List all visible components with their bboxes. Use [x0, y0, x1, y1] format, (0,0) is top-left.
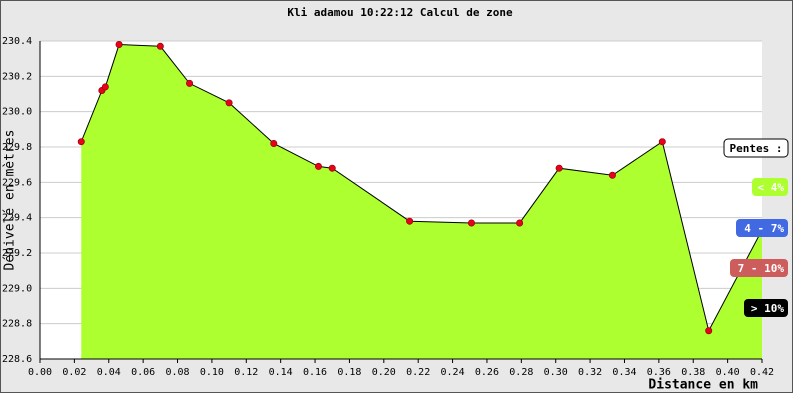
- x-tick-label: 0.24: [441, 367, 465, 378]
- y-tick-label: 230.4: [2, 36, 32, 47]
- x-tick-label: 0.18: [337, 367, 361, 378]
- x-tick-label: 0.42: [750, 367, 774, 378]
- y-tick-label: 230.2: [2, 71, 32, 82]
- y-tick-label: 228.6: [2, 354, 32, 365]
- x-tick-label: 0.36: [647, 367, 671, 378]
- y-tick-label: 229.0: [2, 283, 32, 294]
- marker: [270, 139, 278, 147]
- x-tick-label: 0.10: [200, 367, 224, 378]
- marker: [705, 327, 713, 335]
- chart-title: Kli adamou 10:22:12 Calcul de zone: [287, 6, 513, 19]
- y-tick-label: 229.2: [2, 248, 32, 259]
- marker: [314, 162, 322, 170]
- x-tick-label: 0.32: [578, 367, 602, 378]
- y-tick-label: 229.8: [2, 142, 32, 153]
- legend-swatch: [736, 219, 788, 237]
- legend-title: Pentes :: [730, 142, 783, 155]
- x-tick-label: 0.40: [716, 367, 740, 378]
- legend-title-box: [723, 138, 789, 158]
- x-tick-label: 0.22: [406, 367, 430, 378]
- marker: [328, 164, 336, 172]
- legend-label: > 10%: [751, 302, 784, 315]
- marker: [156, 42, 164, 50]
- x-tick-label: 0.06: [131, 367, 155, 378]
- x-tick-label: 0.30: [544, 367, 568, 378]
- x-tick-label: 0.14: [269, 367, 293, 378]
- marker: [608, 171, 616, 179]
- legend-label: < 4%: [758, 181, 785, 194]
- x-tick-label: 0.16: [303, 367, 327, 378]
- y-tick-label: 230.0: [2, 107, 32, 118]
- x-tick-label: 0.28: [509, 367, 533, 378]
- legend-swatch: [752, 178, 788, 196]
- x-axis-label: Distance en km: [648, 378, 758, 393]
- x-tick-label: 0.08: [165, 367, 189, 378]
- marker: [467, 219, 475, 227]
- marker: [658, 138, 666, 146]
- marker: [115, 41, 123, 49]
- x-tick-label: 0.12: [234, 367, 258, 378]
- legend-label: 7 - 10%: [738, 262, 785, 275]
- legend-label: 4 - 7%: [744, 222, 784, 235]
- y-tick-label: 228.8: [2, 319, 32, 330]
- x-tick-label: 0.00: [28, 367, 52, 378]
- x-tick-label: 0.20: [372, 367, 396, 378]
- marker: [225, 99, 233, 107]
- legend-swatch: [730, 259, 788, 277]
- marker: [516, 219, 524, 227]
- marker: [186, 79, 194, 87]
- marker: [77, 138, 85, 146]
- y-axis-label: Dénivelé en mètres: [3, 130, 18, 271]
- x-tick-label: 0.04: [97, 367, 121, 378]
- x-tick-label: 0.26: [475, 367, 499, 378]
- x-tick-label: 0.38: [681, 367, 705, 378]
- legend-swatch: [744, 299, 788, 317]
- marker: [101, 83, 109, 91]
- y-tick-label: 229.4: [2, 213, 32, 224]
- x-tick-label: 0.02: [62, 367, 86, 378]
- marker: [406, 217, 414, 225]
- x-tick-label: 0.34: [612, 367, 636, 378]
- line: [80, 44, 763, 333]
- y-tick-label: 229.6: [2, 177, 32, 188]
- marker: [555, 164, 563, 172]
